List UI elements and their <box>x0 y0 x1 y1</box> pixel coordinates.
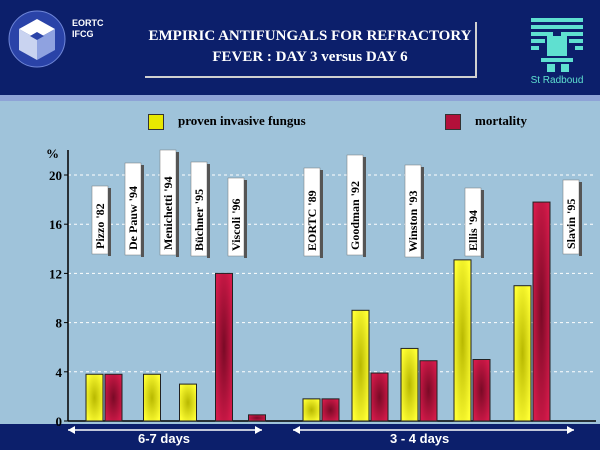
category-label-shadow <box>481 190 484 258</box>
category-label-shadow <box>363 157 366 257</box>
y-tick-label: 8 <box>56 316 63 331</box>
group-arrow-3-4-days-right-head <box>567 426 574 434</box>
y-tick-label: 4 <box>56 365 63 380</box>
legend-swatch-mortality <box>445 114 461 131</box>
bar-fungus <box>351 309 370 422</box>
category-label-shadow <box>108 188 111 256</box>
category-label-shadow <box>141 165 144 257</box>
category-label-shadow <box>176 152 179 257</box>
bar-fungus <box>85 373 104 422</box>
title-line-1: EMPIRIC ANTIFUNGALS FOR REFRACTORY <box>148 28 472 44</box>
bar-mortality <box>321 398 340 422</box>
category-label: Goodman '92 <box>348 181 362 250</box>
y-tick-label: 0 <box>56 414 63 429</box>
y-tick-label: 12 <box>49 266 62 281</box>
plot-background <box>0 101 600 424</box>
bar-mortality <box>419 360 438 422</box>
left-logo-text-line1: EORTC <box>72 18 104 28</box>
title-box: EMPIRIC ANTIFUNGALS FOR REFRACTORY FEVER… <box>145 22 477 78</box>
bar-fungus <box>400 347 419 422</box>
bar-fungus <box>302 398 321 422</box>
left-logo-text-line2: IFCG <box>72 29 94 39</box>
legend-item-mortality: mortality <box>445 113 527 131</box>
left-logo-text: EORTC IFCG <box>72 18 104 40</box>
cube-logo-icon <box>8 10 66 68</box>
legend-label-mortality: mortality <box>475 113 527 128</box>
right-logo-text: St Radboud <box>530 75 584 86</box>
legend-swatch-fungus <box>148 114 164 131</box>
bar-fungus <box>143 373 161 422</box>
category-label-shadow <box>579 182 582 256</box>
category-label: Slavin '95 <box>564 199 578 249</box>
legend-label-fungus: proven invasive fungus <box>178 113 306 128</box>
category-label: De Pauw '94 <box>126 186 140 250</box>
legend-item-fungus: proven invasive fungus <box>148 113 306 131</box>
bar-mortality <box>104 373 123 422</box>
category-label-shadow <box>421 167 424 259</box>
bar-mortality <box>370 372 389 422</box>
category-label-shadow <box>244 180 247 258</box>
category-label: Viscoli '96 <box>229 198 243 251</box>
y-tick-label: 20 <box>49 168 62 183</box>
bar-fungus <box>179 383 197 422</box>
group-arrow-3-4-days-left-head <box>293 426 300 434</box>
category-label: Menichetti '94 <box>161 176 175 250</box>
title-line-2: FEVER : DAY 3 versus DAY 6 <box>212 49 408 65</box>
bar-fungus <box>513 285 532 422</box>
y-axis-label: % <box>46 146 59 161</box>
bar-mortality <box>532 201 551 422</box>
category-label: Pizzo '82 <box>93 203 107 249</box>
bar-mortality <box>472 359 491 422</box>
bar-mortality <box>215 272 233 422</box>
category-label: Ellis '94 <box>466 210 480 251</box>
bar-mortality <box>248 414 266 422</box>
y-tick-label: 16 <box>49 217 63 232</box>
group-arrow-6-7-days-left-head <box>68 426 75 434</box>
category-label: Winston '93 <box>406 191 420 252</box>
group-label-3-4-days: 3 - 4 days <box>390 431 450 446</box>
radboud-logo-icon <box>527 14 587 74</box>
bar-fungus <box>453 259 472 422</box>
category-label-shadow <box>320 170 323 258</box>
group-label-6-7-days: 6-7 days <box>138 431 191 446</box>
group-arrow-6-7-days-right-head <box>255 426 262 434</box>
category-label: Büchner '95 <box>192 189 206 251</box>
category-label: EORTC '89 <box>305 190 319 251</box>
category-label-shadow <box>207 164 210 258</box>
